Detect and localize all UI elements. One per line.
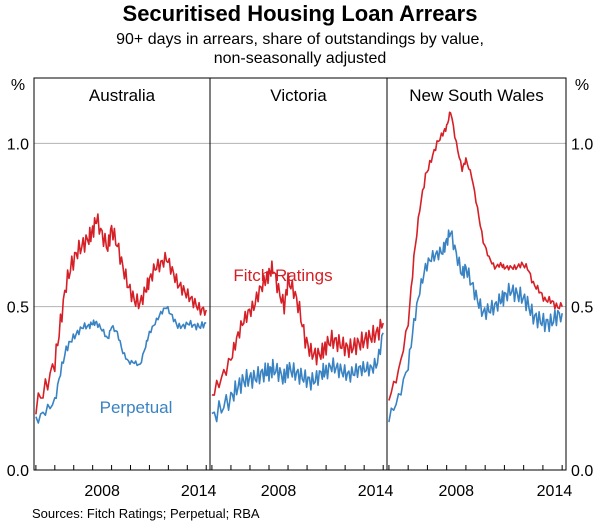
x-tick-label: 2014 — [537, 483, 573, 500]
y-tick-label-right: 0.5 — [571, 300, 593, 317]
x-tick-label: 2008 — [261, 483, 297, 500]
subtitle-line-1: 90+ days in arrears, share of outstandin… — [116, 31, 484, 48]
series-line-fitch-ratings-victoria — [211, 260, 384, 396]
chart-subtitle: 90+ days in arrears, share of outstandin… — [0, 30, 600, 68]
series-line-perpetual-victoria — [211, 332, 384, 423]
series-label-perpetual: Perpetual — [100, 398, 173, 417]
y-tick-label-right: 0.0 — [571, 463, 593, 480]
subtitle-line-2: non-seasonally adjusted — [213, 50, 387, 67]
y-unit-label-right: % — [575, 77, 589, 94]
chart-title: Securitised Housing Loan Arrears — [122, 1, 478, 26]
y-tick-label-left: 0.0 — [7, 463, 29, 480]
y-tick-label-left: 1.0 — [7, 136, 29, 153]
plot-frame — [33, 77, 567, 471]
series-line-perpetual-australia — [35, 305, 207, 424]
series-line-fitch-ratings-australia — [35, 213, 207, 415]
y-tick-label-left: 0.5 — [7, 300, 29, 317]
panel-title-australia: Australia — [89, 86, 156, 105]
panel-title-new-south-wales: New South Wales — [409, 86, 543, 105]
series-label-fitch-ratings: Fitch Ratings — [233, 266, 332, 285]
x-tick-label: 2008 — [438, 483, 474, 500]
y-unit-label-left: % — [11, 77, 25, 94]
series-line-perpetual-new-south-wales — [388, 229, 563, 423]
x-tick-label: 2014 — [358, 483, 394, 500]
source-note: Sources: Fitch Ratings; Perpetual; RBA — [32, 506, 260, 521]
series-line-fitch-ratings-new-south-wales — [388, 111, 563, 401]
panel-title-victoria: Victoria — [270, 86, 327, 105]
x-tick-label: 2008 — [84, 483, 120, 500]
y-tick-label-right: 1.0 — [571, 136, 593, 153]
x-tick-label: 2014 — [181, 483, 217, 500]
